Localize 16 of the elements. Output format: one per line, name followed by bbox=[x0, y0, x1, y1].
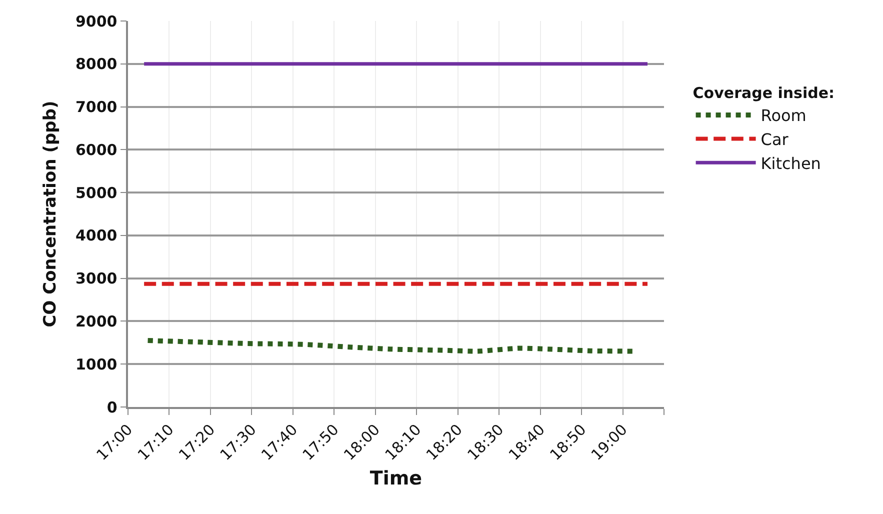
y-tick-label: 2000 bbox=[76, 312, 118, 330]
y-tick-label: 9000 bbox=[76, 12, 118, 30]
y-tick-label: 7000 bbox=[76, 98, 118, 116]
y-tick-label: 6000 bbox=[76, 140, 118, 159]
legend-label: Car bbox=[760, 130, 789, 150]
y-tick-label: 5000 bbox=[76, 184, 118, 202]
y-tick-label: 8000 bbox=[76, 55, 118, 74]
y-tick-label: 4000 bbox=[76, 226, 118, 245]
y-tick-label: 0 bbox=[106, 398, 118, 416]
y-tick-label: 1000 bbox=[76, 355, 118, 374]
legend-label: Room bbox=[760, 106, 806, 126]
legend-label: Kitchen bbox=[760, 154, 821, 173]
legend-title: Coverage inside: bbox=[692, 84, 835, 102]
x-axis-title: Time bbox=[370, 467, 422, 490]
y-axis-title: CO Concentration (ppb) bbox=[40, 100, 61, 328]
y-tick-label: 3000 bbox=[76, 270, 118, 288]
